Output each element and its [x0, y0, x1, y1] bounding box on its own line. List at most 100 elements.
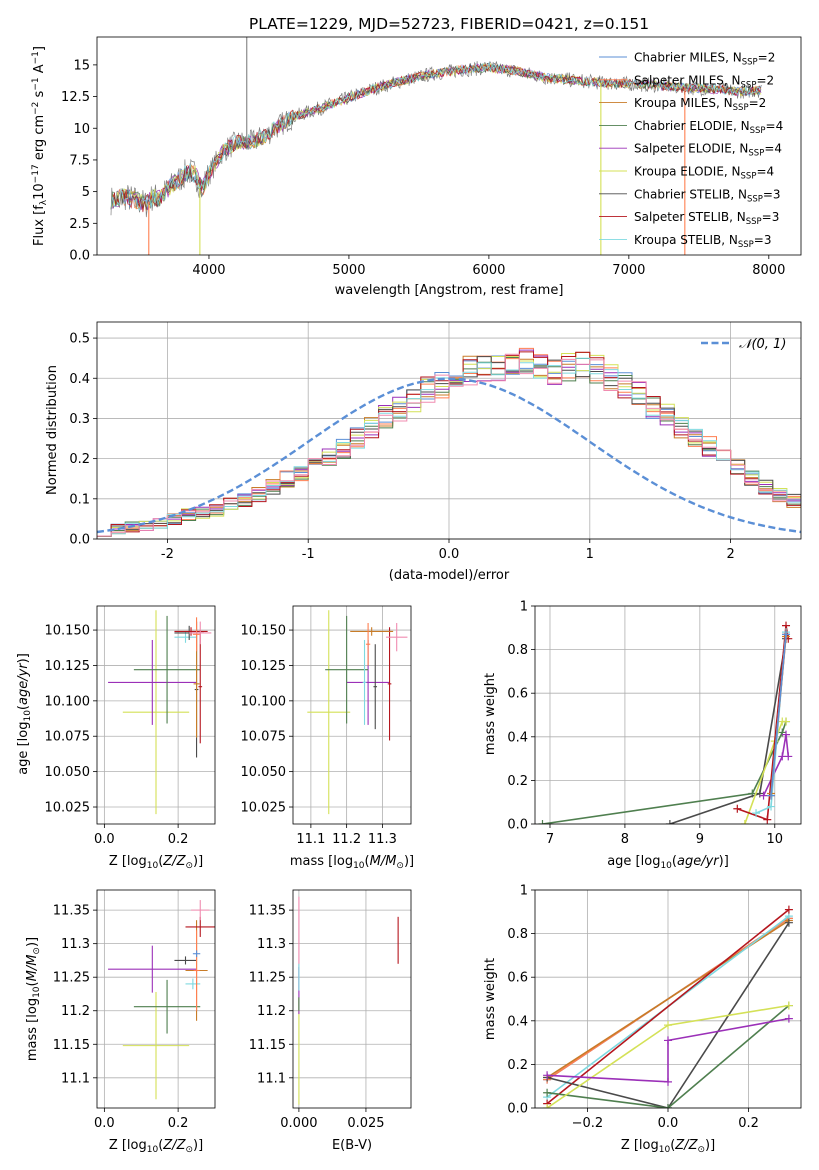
weight-marker	[538, 820, 547, 824]
mass-vs-extinction-xlabel: E(B-V)	[332, 1138, 372, 1153]
weight-marker	[767, 791, 776, 800]
x-tick-label: 0.0	[658, 1116, 679, 1131]
axes-frame	[292, 605, 412, 825]
x-tick-label: 11.1	[296, 832, 325, 847]
error-bar-point	[362, 639, 367, 725]
weight-marker	[784, 1001, 793, 1010]
weight-vs-metallicity-plot-area: −0.2 0.0 0.2 0.0 0.2 0.4 0.6 0.8 1	[507, 884, 802, 1131]
x-tick-label: 7000	[612, 263, 645, 278]
y-tick-label: 10.075	[45, 730, 91, 745]
weight-line	[546, 1004, 790, 1108]
error-bar-point	[387, 627, 392, 741]
axes-frame	[534, 605, 802, 825]
spectrum-panel: PLATE=1229, MJD=52723, FIBERID=0421, z=0…	[31, 15, 802, 298]
error-bar-point	[192, 617, 201, 652]
axes-frame	[96, 36, 802, 256]
legend-subscript: SSP	[748, 149, 764, 159]
x-tick-label: 9	[696, 832, 704, 847]
legend-value: =2	[749, 96, 767, 110]
weight-marker	[543, 1104, 552, 1108]
weight-line	[737, 625, 790, 821]
y-tick-label: 11.1	[257, 1071, 286, 1086]
error-bar-point	[122, 610, 190, 815]
weight-line	[547, 1017, 790, 1083]
weight-vs-metallicity-panel: −0.2 0.0 0.2 0.0 0.2 0.4 0.6 0.8 1 Z [log10(Z/Z⊙…	[483, 884, 802, 1155]
y-tick-label: 10.050	[241, 765, 287, 780]
x-tick-label: -1	[302, 547, 315, 562]
age-vs-mass-xlabel: mass [log10(M/M⊙)]	[290, 854, 414, 871]
weight-marker	[782, 630, 791, 639]
data-layer	[538, 621, 793, 824]
weight-marker	[664, 1104, 672, 1108]
mass-vs-metallicity-plot-area: 0.0 0.2 11.1 11.15 11.2 11.25 11.3 11.35	[53, 889, 216, 1131]
residuals-ylabel: Normed distribution	[45, 365, 60, 495]
age-vs-metallicity-xlabel: Z [log10(Z/Z⊙)]	[109, 854, 203, 871]
spectrum-legend: Chabrier MILES, NSSP=2 Salpeter MILES, NS…	[599, 51, 783, 250]
error-bar-point	[185, 978, 201, 990]
error-bar-point	[108, 639, 197, 725]
legend-label: Salpeter MILES, NSSP=2	[634, 73, 774, 90]
legend-subscript: SSP	[750, 126, 766, 136]
x-tick-label: 8	[621, 832, 629, 847]
weight-vs-metallicity-ylabel: mass weight	[483, 958, 498, 1040]
y-tick-label: 11.15	[249, 1038, 286, 1053]
legend-value: =3	[754, 233, 772, 247]
weight-line	[546, 922, 790, 1108]
axes-frame	[96, 605, 216, 825]
data-layer	[108, 610, 212, 815]
age-vs-metallicity-plot-area: 0.0 0.2 10.025 10.050 10.075 10.100 10.125 10.1…	[45, 605, 216, 847]
y-tick-label: 5	[82, 185, 90, 200]
error-bar-point	[174, 956, 197, 965]
y-tick-label: 0.8	[507, 927, 528, 942]
residuals-panel: -2 -1 0.0 1 2 0.0 0.1 0.2 0.3 0.4 0.5 (data-model)…	[45, 321, 802, 583]
axes-frame	[96, 889, 216, 1109]
y-tick-label: 10.025	[45, 801, 91, 816]
weight-vs-age-plot-area: 7 8 9 10 0.0 0.2 0.4 0.6 0.8 1	[507, 600, 802, 847]
x-tick-label: 0.2	[168, 1116, 189, 1131]
weight-marker	[543, 1071, 552, 1080]
y-tick-label: 10.050	[45, 765, 91, 780]
error-bar-point	[198, 630, 203, 744]
legend-subscript: SSP	[746, 217, 762, 227]
spectrum-xlabel: wavelength [Angstrom, rest frame]	[335, 283, 564, 298]
legend-value: =3	[762, 210, 780, 224]
x-tick-label: 0.0	[94, 1116, 115, 1131]
x-tick-label: 0.0	[439, 547, 460, 562]
weight-vs-age-ylabel: mass weight	[483, 673, 498, 755]
weight-marker	[665, 820, 674, 824]
y-tick-label: 0.1	[69, 492, 90, 507]
x-tick-label: 6000	[472, 263, 505, 278]
legend-label: Chabrier MILES, NSSP=2	[634, 51, 775, 68]
weight-marker	[740, 820, 749, 824]
error-bar-point	[350, 627, 394, 636]
y-tick-label: 11.1	[61, 1071, 90, 1086]
legend-value: =2	[756, 73, 774, 87]
weight-marker	[763, 815, 772, 824]
y-tick-label: 0.6	[507, 687, 528, 702]
y-tick-label: 0.4	[69, 372, 90, 387]
legend-label: Kroupa STELIB, NSSP=3	[634, 233, 772, 250]
y-tick-label: 12.5	[61, 90, 90, 105]
y-tick-label: 0.8	[507, 643, 528, 658]
error-bar-point	[365, 622, 371, 666]
y-tick-label: 0.0	[69, 533, 90, 548]
y-tick-label: 1	[520, 600, 528, 615]
x-tick-label: 1	[586, 547, 594, 562]
y-tick-label: 11.25	[53, 971, 90, 986]
legend-value: =4	[764, 142, 782, 156]
error-bar-point	[373, 644, 378, 730]
error-bar-point	[385, 622, 408, 652]
age-vs-metallicity-panel: 0.0 0.2 10.025 10.050 10.075 10.100 10.125 10.1…	[16, 605, 216, 871]
x-tick-label: 0.025	[347, 1116, 384, 1131]
spectrum-plot-area: 4000 5000 6000 7000 8000 0.0 2.5 5 7.5 10 12.5 15	[61, 36, 802, 278]
legend-subscript: SSP	[741, 80, 757, 90]
age-vs-mass-plot-area: 11.1 11.2 11.3 10.025 10.050 10.075 10.100 10.1…	[241, 605, 412, 847]
mass-vs-extinction-plot-area: 0.000 0.025 11.1 11.15 11.2 11.25 11.3 11.35	[249, 889, 412, 1131]
mass-vs-extinction-panel: 0.000 0.025 11.1 11.15 11.2 11.25 11.3 11.35 E(…	[249, 889, 412, 1153]
x-tick-label: 0.000	[280, 1116, 317, 1131]
y-tick-label: 10.100	[45, 694, 91, 709]
data-layer	[307, 610, 408, 815]
x-tick-label: 11.3	[368, 832, 397, 847]
weight-vs-age-xlabel: age [log10(age/yr)]	[607, 854, 729, 871]
